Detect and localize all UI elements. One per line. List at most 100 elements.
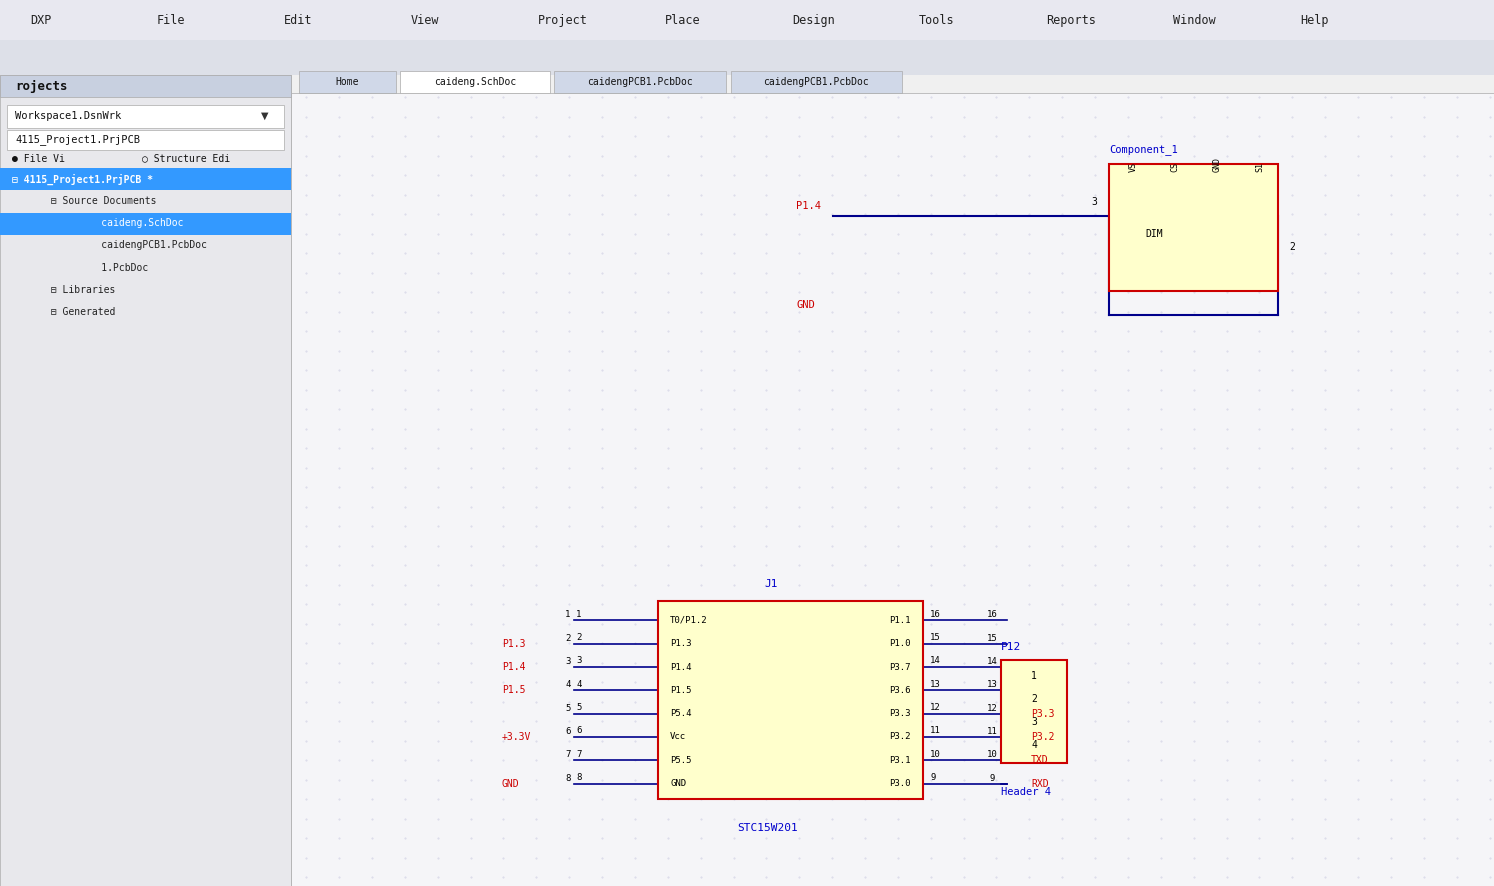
Text: 3: 3 bbox=[577, 657, 581, 665]
Text: J1: J1 bbox=[763, 579, 777, 588]
Text: caideng.SchDoc: caideng.SchDoc bbox=[433, 77, 517, 87]
Text: P1.5: P1.5 bbox=[502, 686, 526, 696]
Bar bbox=[0, 213, 291, 235]
Text: 1: 1 bbox=[565, 610, 571, 619]
Bar bbox=[0, 75, 291, 886]
Text: P3.0: P3.0 bbox=[889, 779, 911, 789]
Bar bbox=[0, 75, 291, 97]
Text: CS: CS bbox=[1171, 162, 1180, 173]
Text: 10: 10 bbox=[931, 750, 941, 758]
Text: 16: 16 bbox=[931, 610, 941, 618]
Text: Workspace1.DsnWrk: Workspace1.DsnWrk bbox=[15, 111, 121, 121]
Text: GND: GND bbox=[796, 300, 816, 310]
Text: caidengPCB1.PcbDoc: caidengPCB1.PcbDoc bbox=[587, 77, 693, 87]
Bar bbox=[0, 168, 291, 190]
Text: 12: 12 bbox=[988, 703, 998, 712]
Text: P1.3: P1.3 bbox=[671, 639, 692, 649]
Text: P1.4: P1.4 bbox=[796, 201, 822, 211]
Text: P1.0: P1.0 bbox=[889, 639, 911, 649]
Text: P3.3: P3.3 bbox=[889, 709, 911, 719]
FancyBboxPatch shape bbox=[1001, 660, 1067, 763]
Text: P3.1: P3.1 bbox=[889, 756, 911, 765]
Bar bbox=[731, 71, 902, 93]
Text: P5.4: P5.4 bbox=[671, 709, 692, 719]
Text: VS: VS bbox=[1128, 162, 1138, 173]
Text: 13: 13 bbox=[931, 680, 941, 688]
Text: Window: Window bbox=[1173, 14, 1216, 27]
Text: GND: GND bbox=[502, 779, 520, 789]
Text: 11: 11 bbox=[931, 727, 941, 735]
Bar bbox=[7, 105, 284, 128]
Text: ● File Vi: ● File Vi bbox=[12, 153, 64, 164]
Text: Reports: Reports bbox=[1046, 14, 1095, 27]
Text: 1.PcbDoc: 1.PcbDoc bbox=[66, 262, 148, 273]
Text: Help: Help bbox=[1300, 14, 1328, 27]
Text: Component_1: Component_1 bbox=[1109, 144, 1177, 155]
Text: 4: 4 bbox=[577, 680, 581, 688]
Text: Design: Design bbox=[792, 14, 835, 27]
Text: 10: 10 bbox=[988, 750, 998, 759]
Text: 8: 8 bbox=[565, 773, 571, 782]
Text: P3.7: P3.7 bbox=[889, 663, 911, 672]
Text: 2: 2 bbox=[1289, 242, 1295, 252]
Text: 4: 4 bbox=[1031, 740, 1037, 750]
Text: 3: 3 bbox=[1031, 717, 1037, 727]
Text: ○ Structure Edi: ○ Structure Edi bbox=[142, 153, 230, 164]
Text: P1.4: P1.4 bbox=[502, 662, 526, 672]
Text: ⊟ Generated: ⊟ Generated bbox=[39, 307, 115, 317]
Text: ▼: ▼ bbox=[261, 111, 269, 121]
Text: 15: 15 bbox=[931, 633, 941, 641]
Text: View: View bbox=[411, 14, 439, 27]
Text: Home: Home bbox=[336, 77, 359, 87]
Text: Header 4: Header 4 bbox=[1001, 787, 1050, 797]
Text: ⊟ Source Documents: ⊟ Source Documents bbox=[39, 196, 157, 206]
Text: P3.2: P3.2 bbox=[1031, 732, 1055, 742]
Text: P3.2: P3.2 bbox=[889, 733, 911, 742]
Text: P3.6: P3.6 bbox=[889, 686, 911, 695]
Text: 11: 11 bbox=[988, 727, 998, 736]
Text: 2: 2 bbox=[577, 633, 581, 641]
Text: GND: GND bbox=[1213, 158, 1222, 173]
Text: ⊟ Libraries: ⊟ Libraries bbox=[39, 284, 115, 295]
Text: caideng.SchDoc: caideng.SchDoc bbox=[66, 218, 184, 229]
Text: DXP: DXP bbox=[30, 14, 51, 27]
Text: 3: 3 bbox=[565, 657, 571, 666]
Text: 15: 15 bbox=[988, 633, 998, 642]
Bar bbox=[400, 71, 550, 93]
Text: 5: 5 bbox=[565, 703, 571, 712]
Bar bbox=[0, 40, 1494, 75]
Text: STC15W201: STC15W201 bbox=[738, 822, 798, 833]
Text: P1.5: P1.5 bbox=[671, 686, 692, 695]
Text: Project: Project bbox=[538, 14, 587, 27]
Bar bbox=[0, 0, 1494, 40]
Text: 7: 7 bbox=[577, 750, 581, 758]
Text: P5.5: P5.5 bbox=[671, 756, 692, 765]
Text: 4115_Project1.PrjPCB: 4115_Project1.PrjPCB bbox=[15, 135, 140, 145]
Text: +3.3V: +3.3V bbox=[502, 732, 532, 742]
Text: DIM: DIM bbox=[1146, 229, 1162, 239]
Text: P12: P12 bbox=[1001, 642, 1022, 652]
Text: 2: 2 bbox=[1031, 694, 1037, 704]
Text: ⊟ 4115_Project1.PrjPCB *: ⊟ 4115_Project1.PrjPCB * bbox=[12, 174, 152, 184]
Text: 4: 4 bbox=[565, 680, 571, 689]
Text: Edit: Edit bbox=[284, 14, 312, 27]
Bar bbox=[7, 130, 284, 150]
Text: File: File bbox=[157, 14, 185, 27]
Text: 3: 3 bbox=[1091, 198, 1097, 207]
Text: 13: 13 bbox=[988, 680, 998, 689]
Text: S1: S1 bbox=[1255, 162, 1264, 173]
Text: GND: GND bbox=[671, 779, 686, 789]
Bar bbox=[291, 93, 1494, 886]
Text: Tools: Tools bbox=[919, 14, 955, 27]
Text: caidengPCB1.PcbDoc: caidengPCB1.PcbDoc bbox=[66, 240, 206, 251]
FancyBboxPatch shape bbox=[1109, 165, 1277, 291]
Text: 6: 6 bbox=[577, 727, 581, 735]
Text: 14: 14 bbox=[988, 657, 998, 666]
Text: caidengPCB1.PcbDoc: caidengPCB1.PcbDoc bbox=[763, 77, 870, 87]
Text: P1.1: P1.1 bbox=[889, 616, 911, 625]
Text: rojects: rojects bbox=[15, 81, 67, 93]
Text: 7: 7 bbox=[565, 750, 571, 759]
Text: P3.3: P3.3 bbox=[1031, 709, 1055, 719]
Text: 9: 9 bbox=[931, 773, 935, 781]
Text: 8: 8 bbox=[577, 773, 581, 781]
